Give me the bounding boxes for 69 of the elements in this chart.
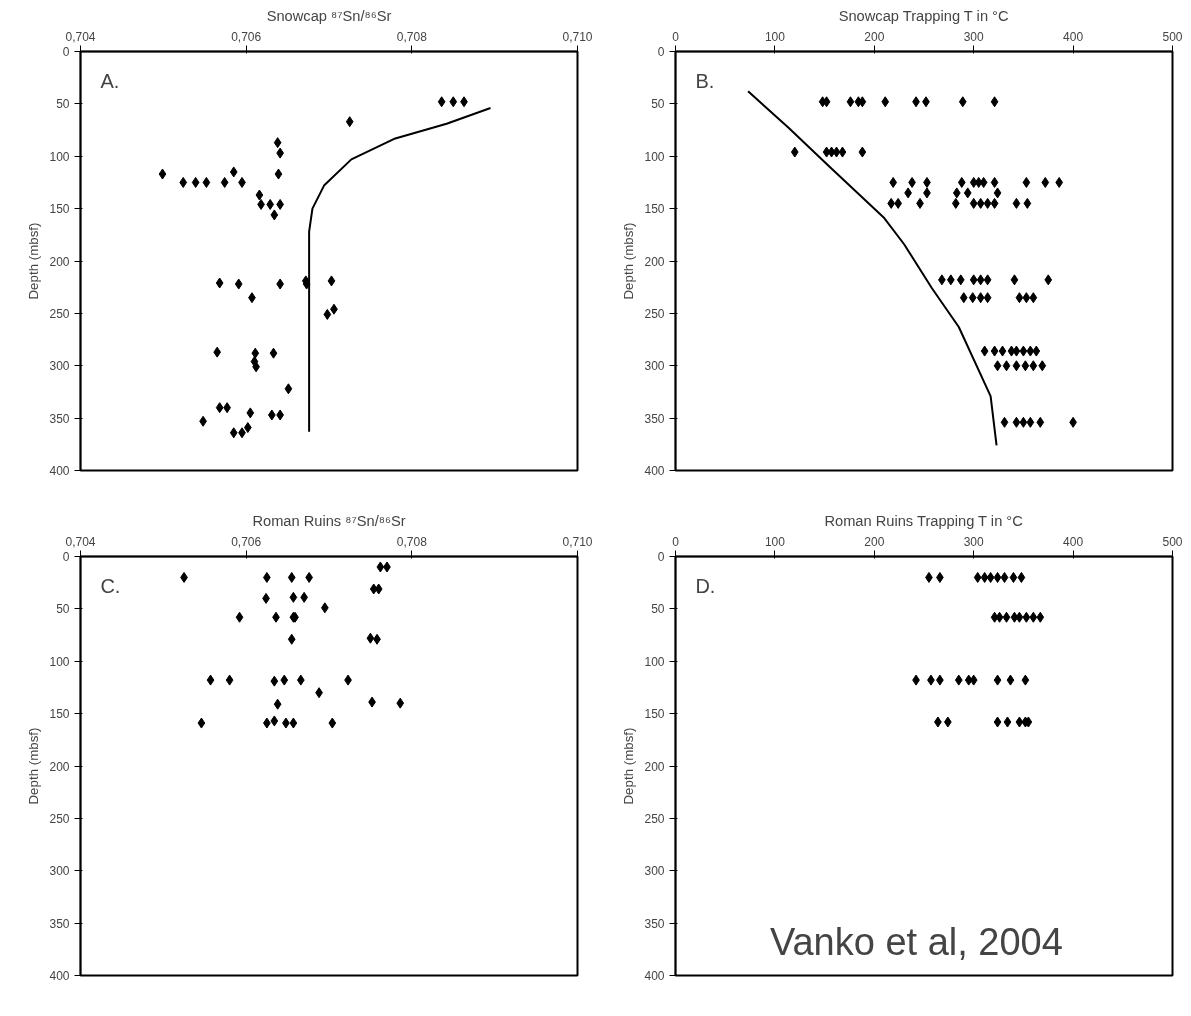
x-tick-label: 0,706 [231, 29, 262, 44]
y-tick-label: 0 [62, 550, 70, 564]
y-tick-label: 300 [49, 359, 70, 374]
y-axis-title: Depth (mbsf) [621, 727, 637, 805]
annotation: C. [100, 575, 121, 598]
y-tick-label: 50 [56, 97, 70, 112]
y-tick-label: 250 [49, 811, 70, 826]
y-tick-label: 300 [644, 864, 665, 879]
y-axis-title: Depth (mbsf) [26, 727, 42, 805]
y-axis-title: Depth (mbsf) [621, 222, 637, 300]
y-tick-label: 0 [657, 550, 665, 564]
x-tick-label: 0,710 [562, 534, 593, 549]
y-tick-label: 200 [49, 254, 70, 269]
y-tick-label: 200 [644, 759, 665, 774]
y-tick-label: 100 [49, 149, 70, 164]
x-tick-label: 300 [963, 29, 985, 44]
chart-title: Roman Ruins Trapping T in °C [824, 512, 1024, 529]
chart-title: Snowcap Trapping T in °C [838, 7, 1009, 24]
y-tick-label: 400 [49, 969, 70, 983]
annotation: D. [695, 575, 716, 598]
y-tick-label: 50 [651, 602, 665, 617]
x-tick-label: 400 [1063, 29, 1084, 44]
y-tick-label: 400 [49, 464, 70, 478]
y-tick-label: 200 [644, 254, 665, 269]
x-tick-label: 500 [1162, 534, 1183, 549]
y-tick-label: 400 [644, 969, 665, 983]
x-tick-label: 0,704 [65, 534, 96, 549]
x-tick-label: 0 [672, 534, 680, 549]
x-tick-label: 100 [764, 534, 786, 549]
annotation: B. [695, 70, 715, 93]
x-tick-label: 100 [764, 29, 786, 44]
y-tick-label: 350 [49, 916, 70, 931]
x-tick-label: 200 [864, 29, 885, 44]
x-tick-label: 0,710 [562, 29, 593, 44]
x-tick-label: 0 [672, 29, 680, 44]
y-tick-label: 50 [651, 97, 665, 112]
y-tick-label: 0 [657, 45, 665, 59]
y-tick-label: 100 [49, 654, 70, 669]
y-tick-label: 100 [644, 654, 665, 669]
y-tick-label: 350 [49, 411, 70, 426]
x-tick-label: 500 [1162, 29, 1183, 44]
y-tick-label: 300 [644, 359, 665, 374]
x-tick-label: 200 [864, 534, 885, 549]
y-tick-label: 200 [49, 759, 70, 774]
y-tick-label: 350 [644, 916, 665, 931]
annotation: A. [100, 70, 120, 93]
y-tick-label: 150 [49, 707, 70, 722]
y-tick-label: 100 [644, 149, 665, 164]
chart-title: Snowcap ⁸⁷Sn/⁸⁶Sr [266, 7, 392, 24]
y-tick-label: 250 [644, 306, 665, 321]
y-tick-label: 250 [644, 811, 665, 826]
chart-title: Roman Ruins ⁸⁷Sn/⁸⁶Sr [252, 512, 406, 529]
x-tick-label: 0,708 [396, 29, 428, 44]
y-tick-label: 150 [49, 202, 70, 217]
y-axis-title: Depth (mbsf) [26, 222, 42, 300]
y-tick-label: 300 [49, 864, 70, 879]
y-tick-label: 50 [56, 602, 70, 617]
y-tick-label: 350 [644, 411, 665, 426]
x-tick-label: 0,708 [396, 534, 428, 549]
y-tick-label: 250 [49, 306, 70, 321]
x-tick-label: 0,706 [231, 534, 262, 549]
y-tick-label: 0 [62, 45, 70, 59]
y-tick-label: 150 [644, 707, 665, 722]
y-tick-label: 150 [644, 202, 665, 217]
y-tick-label: 400 [644, 464, 665, 478]
x-tick-label: 0,704 [65, 29, 96, 44]
x-tick-label: 400 [1063, 534, 1084, 549]
annotation: Vanko et al, 2004 [769, 920, 1063, 963]
x-tick-label: 300 [963, 534, 985, 549]
